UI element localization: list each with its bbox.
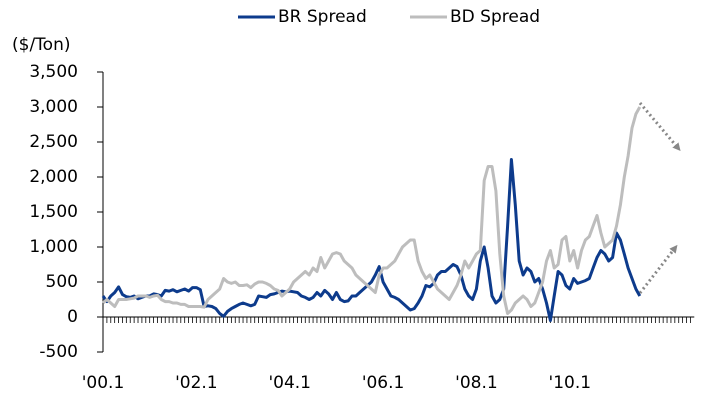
x-tick-label: '06.1 [362,373,405,393]
legend-label: BD Spread [450,7,540,27]
y-tick-label: 0 [67,307,78,327]
arrow [638,244,678,294]
arrow [638,102,681,152]
y-tick-label: 500 [46,272,78,292]
y-tick-label: 3,000 [29,97,78,117]
y-tick-label: 3,500 [29,62,78,82]
y-tick-label: 2,500 [29,132,78,152]
x-tick-label: '00.1 [82,373,125,393]
y-tick-label: 1,500 [29,202,78,222]
x-tick-label: '08.1 [455,373,498,393]
y-tick-label: -500 [39,342,78,362]
series-line [101,158,642,322]
x-tick-label: '10.1 [549,373,592,393]
y-axis-label: ($/Ton) [12,35,70,55]
y-tick-label: 2,000 [29,167,78,187]
series-line [101,106,642,315]
x-tick-label: '02.1 [175,373,218,393]
legend-label: BR Spread [278,7,367,27]
y-tick-label: 1,000 [29,237,78,257]
x-tick-label: '04.1 [268,373,311,393]
